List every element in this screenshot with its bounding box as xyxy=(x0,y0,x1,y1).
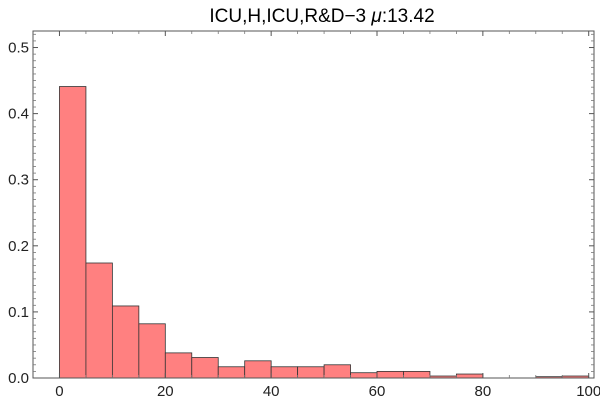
histogram-bar xyxy=(270,366,299,379)
bars-layer xyxy=(59,86,590,379)
x-tick-label: 100 xyxy=(576,383,600,400)
x-tick-label: 20 xyxy=(157,383,174,400)
plot-frame xyxy=(32,30,595,379)
histogram-bar xyxy=(85,262,113,379)
y-tick-label: 0.0 xyxy=(8,370,29,387)
x-tick-label: 60 xyxy=(369,383,386,400)
histogram-bar xyxy=(244,360,272,379)
y-tick-label: 0.3 xyxy=(8,172,29,189)
chart-title-mu: μ xyxy=(370,6,382,27)
histogram-bar xyxy=(138,323,166,379)
x-tick-label: 80 xyxy=(475,383,492,400)
y-tick-label: 0.2 xyxy=(8,238,29,255)
x-tick-label: 0 xyxy=(55,383,63,400)
histogram-bar xyxy=(164,352,193,379)
histogram-bar xyxy=(403,370,431,379)
chart-title-value: :13.42 xyxy=(382,6,435,27)
x-tick-label: 40 xyxy=(263,383,280,400)
y-tick-label: 0.1 xyxy=(8,304,29,321)
y-tick-label: 0.5 xyxy=(8,40,29,57)
histogram-bar xyxy=(376,370,404,379)
y-tick-label: 0.4 xyxy=(8,106,29,123)
histogram-bar xyxy=(323,364,351,379)
histogram-bar xyxy=(297,366,325,379)
histogram-bar xyxy=(350,372,378,379)
chart-title: ICU,H,ICU,R&D−3 μ:13.42 xyxy=(209,6,434,27)
chart-title-prefix: ICU,H,ICU,R&D−3 xyxy=(209,6,371,27)
histogram-bar xyxy=(191,357,219,379)
axes-layer: 0 20 40 60 80 100 0.0 0.1 0.2 0.3 0.4 0.5 xyxy=(8,30,600,400)
histogram-bar xyxy=(111,305,140,379)
histogram-bar xyxy=(455,373,484,379)
histogram-bar xyxy=(217,366,246,379)
histogram-bar xyxy=(59,86,87,379)
